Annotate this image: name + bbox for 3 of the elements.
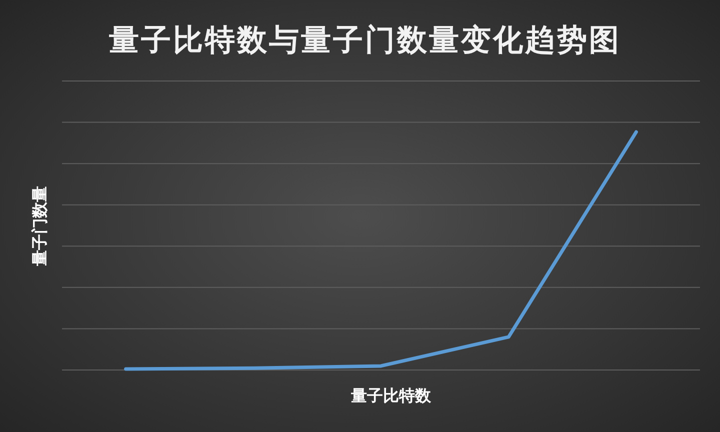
chart-title: 量子比特数与量子门数量变化趋势图 [109,23,621,58]
x-axis-title: 量子比特数 [350,386,432,405]
y-axis-title: 量子门数量 [30,186,49,267]
